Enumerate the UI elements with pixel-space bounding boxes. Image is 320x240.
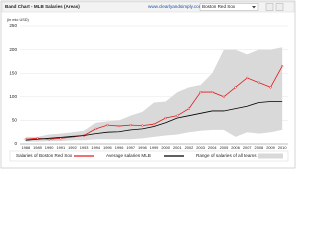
point bbox=[164, 116, 167, 120]
x-tick-label: 1989 bbox=[33, 145, 42, 150]
x-tick-label: 1998 bbox=[138, 145, 147, 150]
x-tick-label: 2004 bbox=[208, 145, 217, 150]
y-tick-label: 100 bbox=[9, 94, 17, 99]
y-tick-label: 250 bbox=[9, 23, 17, 28]
y-tick-label: 50 bbox=[12, 118, 18, 123]
x-tick-label: 2009 bbox=[266, 145, 275, 150]
legend-box bbox=[9, 150, 289, 162]
x-tick-label: 1991 bbox=[56, 145, 65, 150]
x-tick-label: 1994 bbox=[91, 145, 100, 150]
x-tick-label: 2000 bbox=[161, 145, 170, 150]
point bbox=[211, 90, 214, 94]
range-band bbox=[25, 47, 283, 142]
point bbox=[199, 90, 202, 94]
legend-swatch bbox=[258, 153, 283, 159]
x-tick-label: 1992 bbox=[68, 145, 77, 150]
legend-label: Average salaries MLB bbox=[106, 153, 151, 158]
legend-label: Salaries of Boston Red Sox bbox=[16, 153, 73, 158]
x-tick-label: 2007 bbox=[243, 145, 252, 150]
y-axis-label: (in mio USD) bbox=[7, 18, 29, 22]
point bbox=[117, 124, 121, 128]
x-tick-label: 1990 bbox=[45, 145, 54, 150]
button[interactable] bbox=[275, 3, 284, 11]
point bbox=[187, 107, 191, 110]
point bbox=[176, 114, 179, 117]
x-tick-label: 2010 bbox=[278, 145, 287, 150]
dropdown[interactable] bbox=[199, 3, 259, 11]
button[interactable] bbox=[265, 3, 274, 11]
point bbox=[222, 95, 226, 98]
dropdown-value: Boston Red Sox bbox=[202, 4, 236, 9]
chart: Band Chart - MLB Salaries (Areas) www.cl… bbox=[0, 0, 296, 169]
point bbox=[257, 81, 261, 84]
x-tick-label: 1999 bbox=[150, 145, 159, 150]
dropdown-arrow bbox=[252, 6, 256, 9]
y-tick-label: 150 bbox=[9, 70, 17, 75]
x-tick-label: 1996 bbox=[115, 145, 124, 150]
x-tick-label: 2001 bbox=[173, 145, 182, 150]
point bbox=[129, 123, 132, 127]
point bbox=[281, 64, 284, 68]
point bbox=[141, 124, 144, 127]
title-bar bbox=[1, 1, 295, 13]
x-tick-label: 1995 bbox=[103, 145, 112, 150]
x-tick-label: 1988 bbox=[21, 145, 30, 150]
chart-title: Band Chart - MLB Salaries (Areas) bbox=[5, 4, 80, 9]
series-line bbox=[25, 101, 283, 141]
y-tick-label: 200 bbox=[9, 47, 17, 52]
legend-label: Range of salaries of all teams bbox=[196, 153, 257, 158]
point bbox=[152, 123, 156, 126]
x-tick-label: 2003 bbox=[196, 145, 205, 150]
x-tick-label: 1997 bbox=[126, 145, 135, 150]
x-tick-label: 2006 bbox=[231, 145, 240, 150]
point bbox=[246, 76, 249, 80]
point bbox=[94, 127, 97, 131]
x-tick-label: 1993 bbox=[80, 145, 89, 150]
url-link[interactable]: www.clearlyandsimply.com bbox=[148, 4, 203, 9]
point bbox=[269, 86, 272, 89]
y-tick-label: 0 bbox=[14, 141, 17, 146]
x-tick-label: 2008 bbox=[255, 145, 264, 150]
x-tick-label: 2005 bbox=[220, 145, 229, 150]
point bbox=[234, 86, 237, 89]
point bbox=[106, 123, 109, 127]
x-tick-label: 2002 bbox=[185, 145, 194, 150]
